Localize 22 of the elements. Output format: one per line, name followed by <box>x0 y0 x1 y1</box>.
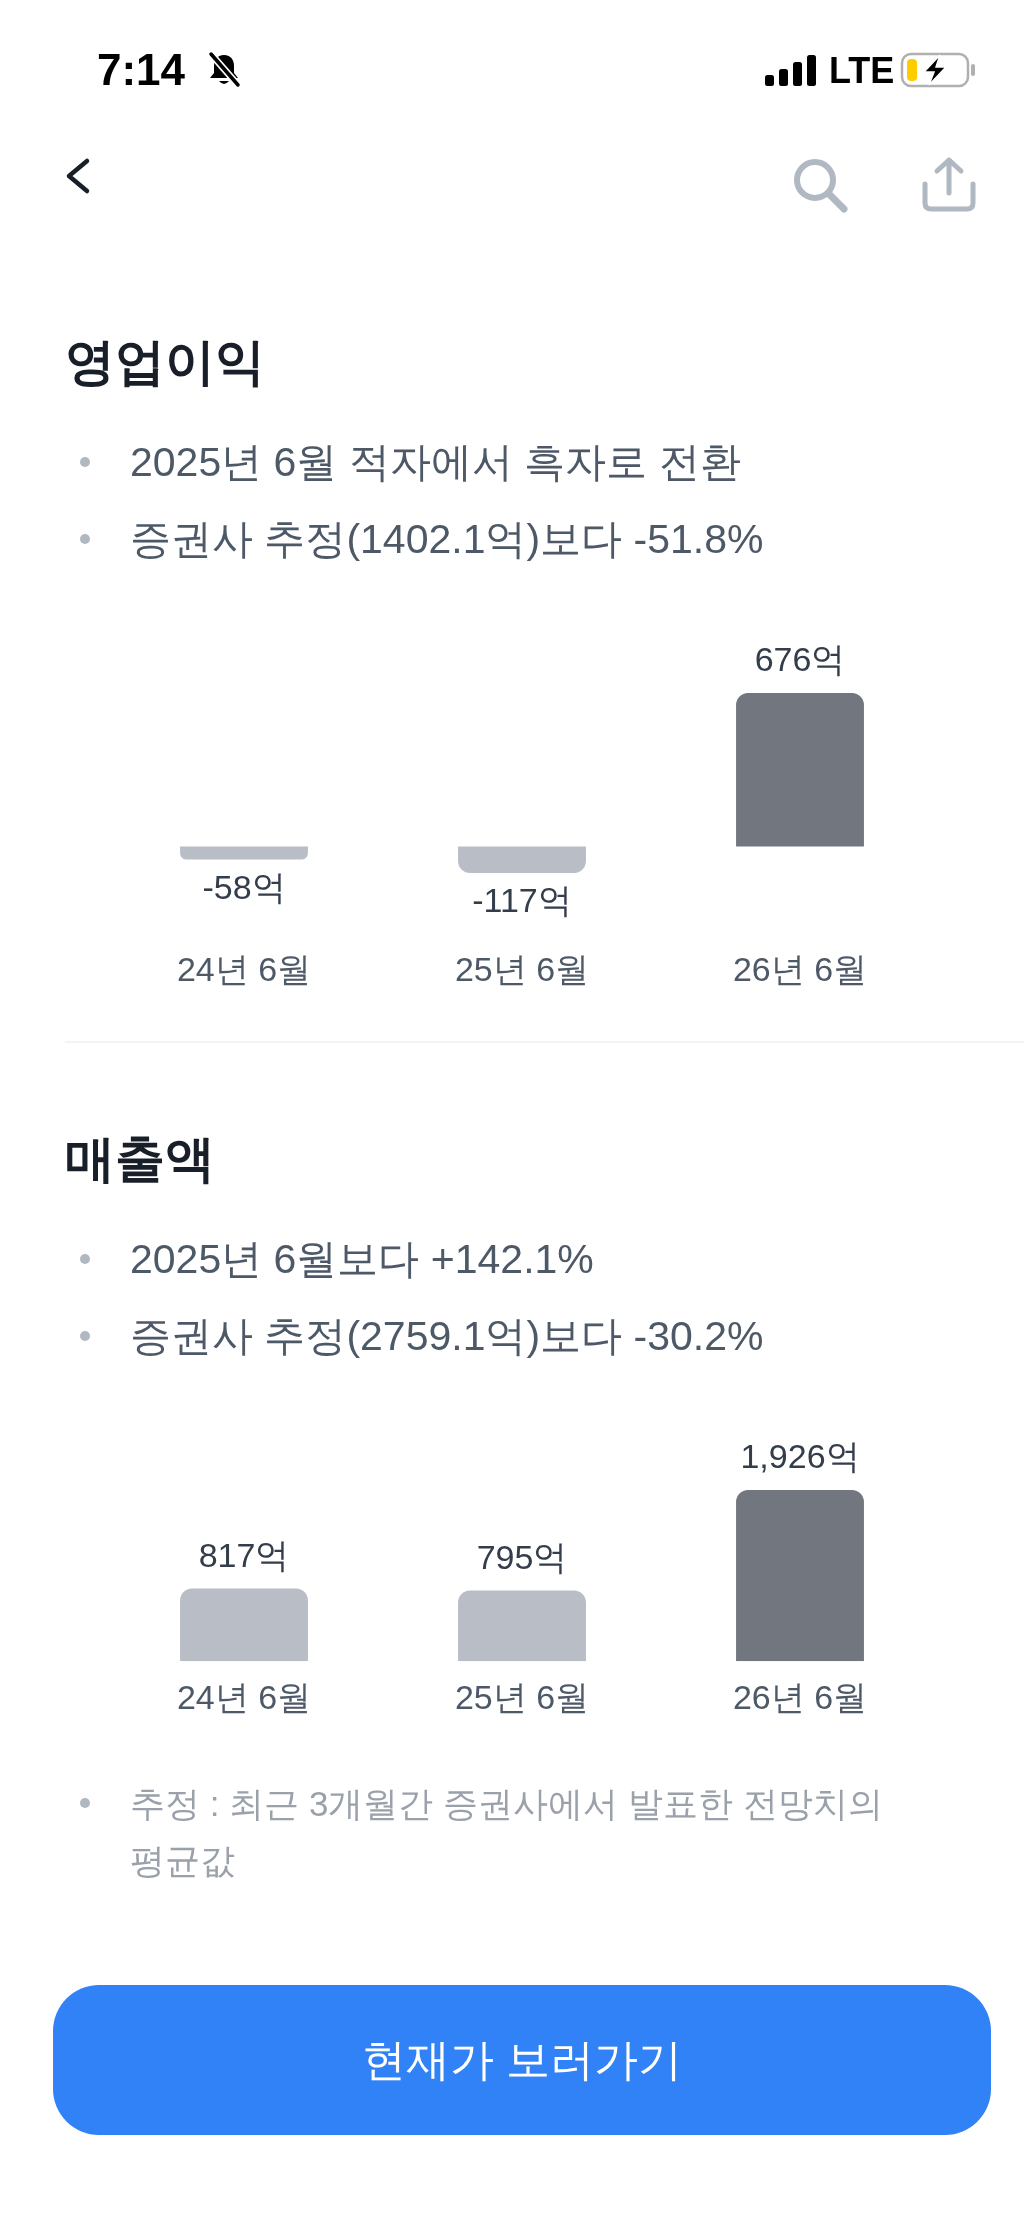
data-label: 795억 <box>476 1537 568 1576</box>
text: 증권사 추정(2759.1억)보다 -30.2% <box>130 1312 764 1360</box>
x-tick-label: 24년 6월 <box>176 949 312 988</box>
text: 2025년 6월보다 +142.1% <box>130 1235 594 1283</box>
data-label: -58억 <box>202 867 286 906</box>
data-label: -117억 <box>472 881 572 920</box>
text: 7:14 <box>97 45 186 95</box>
chart-title: 매출액 <box>65 1130 215 1189</box>
data-label: 817억 <box>198 1535 290 1574</box>
x-tick-label: 24년 6월 <box>176 1677 312 1716</box>
x-tick-label: 25년 6월 <box>454 949 590 988</box>
x-tick-label: 26년 6월 <box>732 1677 868 1716</box>
text: 현재가 보러가기 <box>360 2035 684 2084</box>
text: LTE <box>829 50 895 92</box>
text: 증권사 추정(1402.1억)보다 -51.8% <box>130 515 764 563</box>
text: 2025년 6월 적자에서 흑자로 전환 <box>130 438 741 486</box>
x-tick-label: 26년 6월 <box>732 949 868 988</box>
data-label: 676억 <box>754 640 846 679</box>
data-label: 1,926억 <box>740 1437 860 1476</box>
chart-title: 영업이익 <box>65 333 265 392</box>
text: 추정 : 최근 3개월간 증권사에서 발표한 전망치의 평균값 <box>130 1783 884 1882</box>
x-tick-label: 25년 6월 <box>454 1677 590 1716</box>
